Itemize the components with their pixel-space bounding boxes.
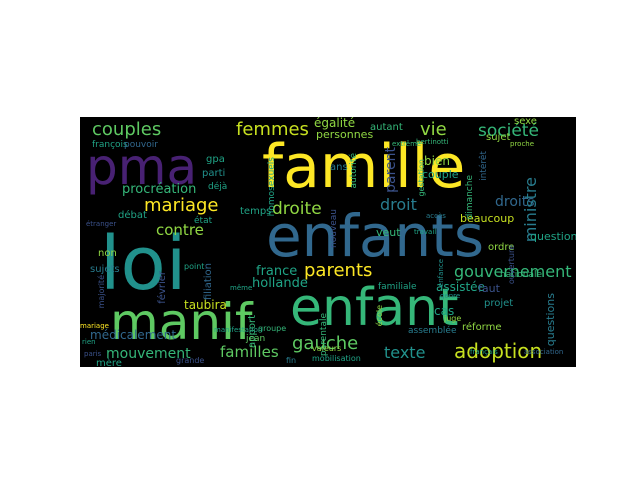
word-autorite: autorité	[349, 153, 359, 189]
word-gpa: gpa	[206, 154, 225, 165]
word-projet: projet	[484, 298, 514, 309]
word-adoption: adoption	[454, 339, 543, 363]
word-ecole: école	[375, 305, 384, 327]
word-parti: parti	[202, 168, 226, 179]
word-couples: couples	[92, 119, 162, 140]
word-non: non	[98, 248, 117, 259]
word-etat: état	[194, 216, 213, 226]
word-fevrier: février	[157, 271, 168, 304]
word-extreme: extrême	[392, 140, 422, 148]
word-gauche: gauche	[292, 333, 359, 354]
word-couple: couple	[422, 168, 459, 181]
word-francais: français	[470, 348, 498, 356]
word-loi: loi	[100, 221, 187, 307]
word-societe: société	[478, 121, 539, 141]
word-grande: grande	[176, 356, 205, 365]
word-mouvement: mouvement	[106, 346, 191, 362]
word-homosexuels: homosexuels	[267, 157, 277, 217]
word-reforme: réforme	[462, 322, 502, 333]
word-cloud: famille loi enfants manif enfant pma couples fe…	[80, 117, 576, 367]
word-genre: genre	[440, 292, 461, 300]
word-mariage: mariage	[144, 195, 219, 216]
word-temps: temps	[240, 206, 272, 217]
word-droit: droit	[380, 195, 417, 214]
word-francois: françois	[92, 140, 128, 150]
word-sexe: sexe	[514, 117, 537, 127]
word-etranger: étranger	[86, 220, 117, 228]
word-texte: texte	[384, 343, 426, 362]
word-debat: débat	[118, 210, 147, 221]
word-manif: manif	[110, 293, 253, 351]
word-majorite: majorité	[97, 275, 106, 309]
word-beaucoup: beaucoup	[460, 212, 515, 225]
word-jean: jean	[246, 334, 266, 344]
word-questions: questions	[544, 293, 557, 347]
word-personnes: personnes	[316, 128, 374, 141]
word-medicalement: médicalement	[90, 328, 177, 342]
word-france: france	[256, 264, 298, 279]
word-enfance: enfance	[437, 259, 445, 288]
word-ouverture: ouverture	[507, 245, 516, 285]
word-assistee: assistée	[436, 280, 485, 294]
word-proche: proche	[510, 140, 535, 148]
word-deja: déjà	[208, 182, 228, 192]
word-familles: familles	[220, 343, 279, 361]
word-ordre: ordre	[488, 242, 515, 253]
word-droits: droits	[495, 194, 535, 210]
word-mariage: mariage	[80, 322, 109, 330]
word-veut: veut	[376, 226, 401, 239]
word-assemblee: assemblée	[408, 326, 457, 336]
word-valeurs: valeurs	[312, 344, 342, 353]
word-procreation: procréation	[122, 182, 197, 197]
word-interet: intérêt	[479, 151, 489, 181]
word-nouveau: nouveau	[329, 209, 339, 248]
word-juge: juge	[444, 314, 462, 323]
word-familiale: familiale	[378, 282, 417, 292]
word-bertinotti: bertinotti	[416, 138, 449, 146]
word-manifestation: manifestation	[214, 326, 263, 334]
word-vie: vie	[420, 119, 447, 140]
word-fin: fin	[286, 356, 297, 365]
word-contre: contre	[156, 221, 204, 239]
word-droite: droite	[272, 199, 322, 219]
word-famille: famille	[262, 132, 466, 202]
word-filiation: filiation	[203, 263, 214, 301]
word-taubira: taubira	[184, 298, 227, 312]
word-gestation: gestation	[417, 159, 426, 197]
word-bien: bien	[424, 154, 450, 168]
word-dimanche: dimanche	[465, 175, 475, 220]
word-point: point	[184, 262, 205, 271]
word-mobilisation: mobilisation	[312, 354, 361, 363]
word-pma: pma	[86, 138, 198, 196]
word-acces: accès	[426, 212, 446, 220]
word-travail: travail	[414, 228, 437, 236]
word-groupe: groupe	[258, 324, 287, 333]
word-question: question	[530, 230, 576, 243]
word-enfants: enfants	[266, 202, 485, 270]
word-autant: autant	[370, 122, 403, 133]
word-faut: faut	[478, 282, 500, 295]
word-pouvoir: pouvoir	[124, 140, 158, 150]
word-hollande: hollande	[252, 276, 308, 291]
word-association: association	[524, 348, 564, 356]
word-gouvernement: gouvernement	[454, 262, 572, 281]
word-egalite: égalité	[314, 117, 356, 130]
word-ans: ans	[330, 162, 348, 173]
word-rien: rien	[82, 338, 96, 346]
word-sujets: sujets	[90, 264, 120, 275]
word-parents: parents	[304, 260, 373, 281]
word-femmes: femmes	[236, 119, 309, 140]
word-enfant: enfant	[290, 278, 459, 338]
word-paris: paris	[84, 350, 102, 358]
word-parent: parent	[383, 147, 399, 193]
word-meme: même	[230, 284, 253, 292]
word-sujet: sujet	[486, 132, 511, 143]
word-nationale: nationale	[500, 270, 543, 280]
word-mere: mère	[96, 358, 122, 368]
word-cas: cas	[434, 304, 455, 318]
